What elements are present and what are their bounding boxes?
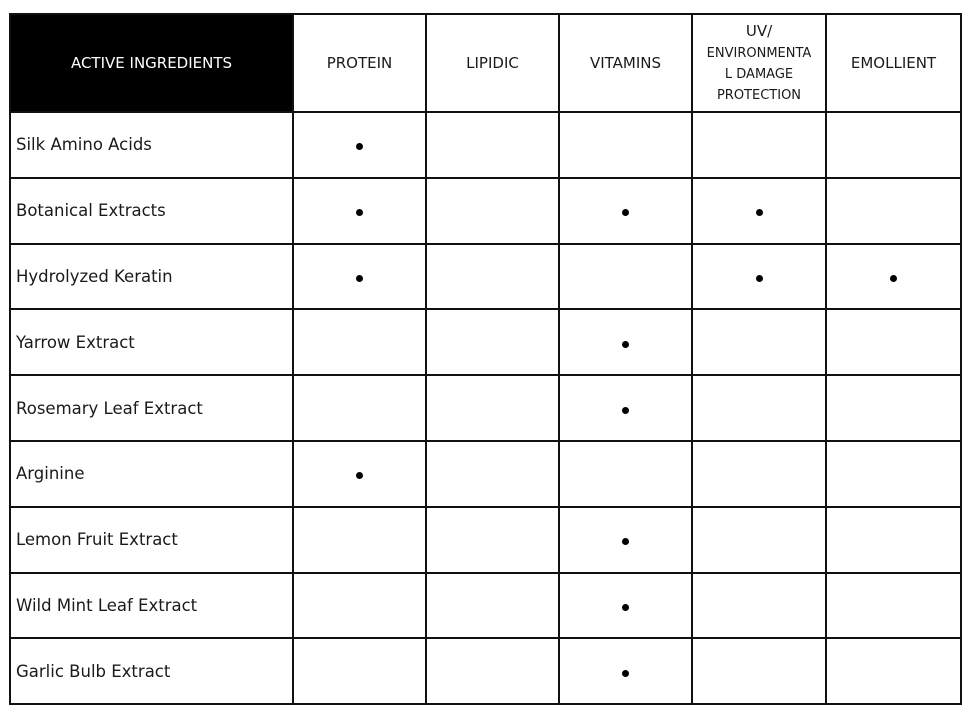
- table-cell: [425, 571, 560, 640]
- table-row: Silk Amino Acids: [9, 111, 962, 179]
- header-emollient: EMOLLIENT: [825, 13, 962, 113]
- ingredient-name: Garlic Bulb Extract: [9, 637, 294, 706]
- table-cell: [292, 242, 427, 311]
- table-cell: [825, 242, 962, 311]
- table-cell: [558, 308, 693, 377]
- table-row: Lemon Fruit Extract: [9, 505, 962, 574]
- ingredient-name: Rosemary Leaf Extract: [9, 374, 294, 442]
- bullet-dot-icon: [755, 209, 763, 217]
- table-cell: [425, 637, 560, 706]
- bullet-dot-icon: [356, 143, 363, 151]
- table-row: Hydrolyzed Keratin: [9, 242, 962, 311]
- table-cell: [425, 111, 560, 179]
- bullet-dot-icon: [622, 538, 629, 546]
- bullet-dot-icon: [356, 274, 363, 282]
- table-cell: [825, 505, 962, 574]
- table-cell: [558, 111, 693, 179]
- table-row: Wild Mint Leaf Extract: [9, 571, 962, 640]
- table-cell: [691, 242, 827, 311]
- table-cell: [825, 374, 962, 442]
- table-cell: [825, 308, 962, 377]
- header-uv-line: ENVIRONMENTA: [706, 45, 812, 61]
- table-cell: [425, 374, 560, 442]
- header-vitamins: VITAMINS: [558, 13, 693, 113]
- table-cell: [558, 176, 693, 245]
- table-row: Yarrow Extract: [9, 308, 962, 377]
- table-cell: [292, 111, 427, 179]
- bullet-dot-icon: [890, 274, 897, 282]
- ingredient-name: Botanical Extracts: [9, 176, 294, 245]
- ingredient-name: Lemon Fruit Extract: [9, 505, 294, 574]
- header-uv-line: L DAMAGE: [724, 66, 794, 82]
- header-row: ACTIVE INGREDIENTS PROTEIN LIPIDIC VITAM…: [9, 13, 962, 113]
- table-row: Arginine: [9, 439, 962, 508]
- table-cell: [825, 176, 962, 245]
- ingredients-table: ACTIVE INGREDIENTS PROTEIN LIPIDIC VITAM…: [9, 13, 962, 706]
- bullet-dot-icon: [356, 209, 363, 217]
- header-lipidic: LIPIDIC: [425, 13, 560, 113]
- table-cell: [292, 571, 427, 640]
- table-cell: [292, 308, 427, 377]
- table-cell: [691, 439, 827, 508]
- table-cell: [691, 374, 827, 442]
- table-cell: [292, 637, 427, 706]
- table-cell: [691, 571, 827, 640]
- table-cell: [558, 242, 693, 311]
- table-row: Rosemary Leaf Extract: [9, 374, 962, 442]
- table-cell: [691, 637, 827, 706]
- bullet-dot-icon: [622, 669, 629, 677]
- table-cell: [691, 308, 827, 377]
- table-cell: [425, 505, 560, 574]
- table-cell: [558, 374, 693, 442]
- table-cell: [825, 571, 962, 640]
- table-cell: [825, 111, 962, 179]
- table-cell: [558, 505, 693, 574]
- header-uv-line: PROTECTION: [716, 87, 802, 103]
- ingredient-name: Silk Amino Acids: [9, 111, 294, 179]
- table-cell: [425, 242, 560, 311]
- table-cell: [558, 439, 693, 508]
- table-cell: [825, 439, 962, 508]
- table-cell: [425, 176, 560, 245]
- table-cell: [691, 111, 827, 179]
- header-active-ingredients: ACTIVE INGREDIENTS: [9, 13, 294, 113]
- table-cell: [292, 505, 427, 574]
- table-cell: [425, 308, 560, 377]
- table-row: Botanical Extracts: [9, 176, 962, 245]
- table-cell: [292, 374, 427, 442]
- table-cell: [691, 505, 827, 574]
- table-cell: [425, 439, 560, 508]
- table-cell: [292, 176, 427, 245]
- bullet-dot-icon: [755, 274, 763, 282]
- ingredient-name: Hydrolyzed Keratin: [9, 242, 294, 311]
- bullet-dot-icon: [622, 406, 629, 414]
- ingredient-name: Arginine: [9, 439, 294, 508]
- table-row: Garlic Bulb Extract: [9, 637, 962, 706]
- bullet-dot-icon: [356, 472, 363, 480]
- header-uv-line: UV/: [745, 21, 773, 40]
- table-cell: [558, 637, 693, 706]
- bullet-dot-icon: [622, 209, 629, 217]
- bullet-dot-icon: [622, 340, 629, 348]
- header-protein: PROTEIN: [292, 13, 427, 113]
- table-cell: [292, 439, 427, 508]
- ingredient-name: Yarrow Extract: [9, 308, 294, 377]
- header-uv-protection: UV/ ENVIRONMENTA L DAMAGE PROTECTION: [691, 13, 827, 113]
- table-cell: [825, 637, 962, 706]
- bullet-dot-icon: [622, 603, 629, 611]
- table-cell: [691, 176, 827, 245]
- ingredient-name: Wild Mint Leaf Extract: [9, 571, 294, 640]
- table-cell: [558, 571, 693, 640]
